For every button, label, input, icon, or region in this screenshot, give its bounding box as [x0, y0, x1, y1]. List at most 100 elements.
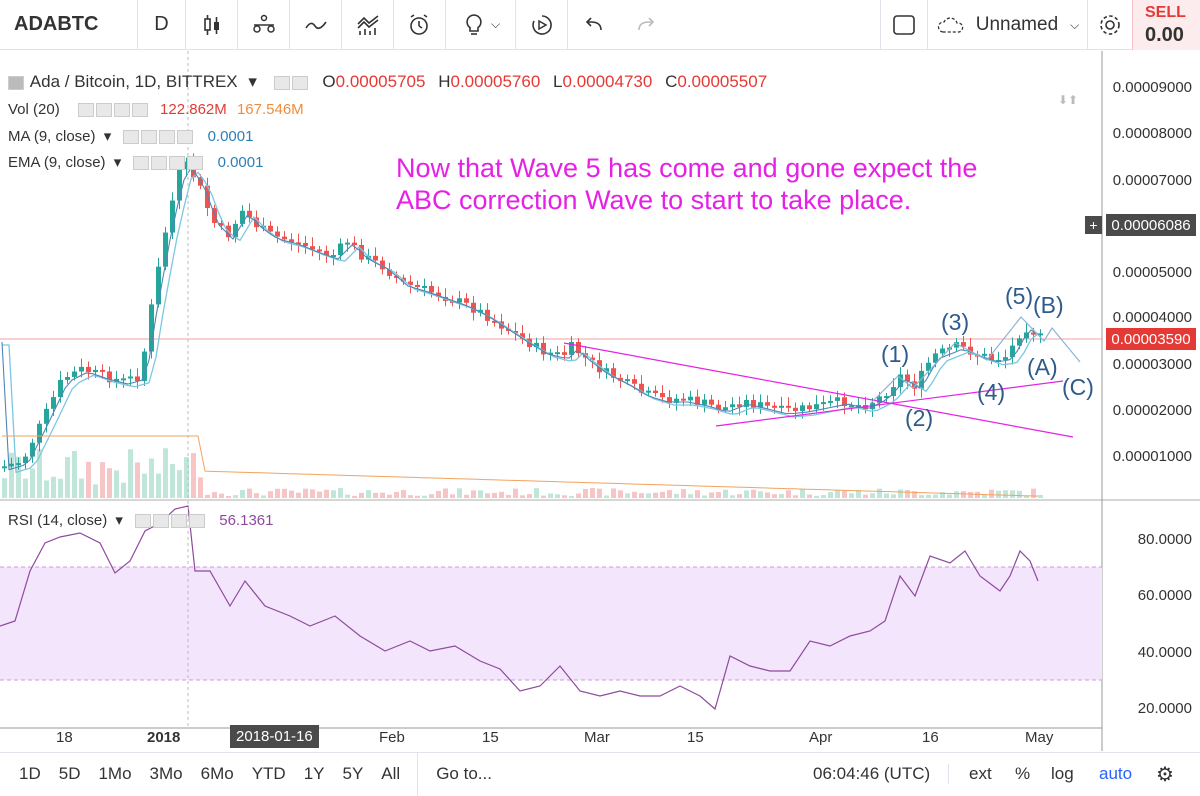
- eye-icon[interactable]: [273, 75, 290, 90]
- eye-icon[interactable]: [123, 130, 140, 145]
- replay-icon[interactable]: [516, 0, 568, 50]
- candle-body: [317, 249, 322, 252]
- chevron-down-icon[interactable]: ▾: [103, 128, 112, 145]
- wave-label-3[interactable]: (3): [941, 309, 970, 335]
- settings-gear-icon[interactable]: [1088, 0, 1132, 50]
- price-axis-label: 0.00009000: [1112, 79, 1192, 96]
- price-axis-label: 0.00003000: [1112, 356, 1192, 373]
- range-1y[interactable]: 1Y: [303, 764, 325, 783]
- range-all[interactable]: All: [381, 764, 401, 783]
- settings-gear-icon[interactable]: ⚙: [1156, 763, 1174, 786]
- volume-bar: [254, 493, 259, 498]
- close-icon[interactable]: [187, 156, 204, 171]
- close-icon[interactable]: [177, 130, 194, 145]
- wave-label-a[interactable]: (A): [1027, 354, 1058, 380]
- plus-icon[interactable]: [171, 514, 188, 529]
- chevron-down-icon[interactable]: ▾: [115, 512, 123, 529]
- ma-label[interactable]: MA (9, close): [8, 128, 96, 145]
- ema-label[interactable]: EMA (9, close): [8, 154, 106, 171]
- range-1mo[interactable]: 1Mo: [98, 764, 132, 783]
- close-icon[interactable]: [131, 103, 148, 118]
- range-5y[interactable]: 5Y: [342, 764, 364, 783]
- plus-icon[interactable]: [159, 130, 176, 145]
- wave-label-5[interactable]: (5): [1005, 283, 1034, 309]
- close-icon[interactable]: [189, 514, 206, 529]
- volume-bar: [821, 495, 826, 498]
- plus-icon[interactable]: [113, 103, 130, 118]
- chart-annotation[interactable]: Now that Wave 5 has come and gone expect…: [396, 153, 978, 215]
- compare-icon[interactable]: [238, 0, 290, 50]
- gear-icon[interactable]: [95, 103, 112, 118]
- candle-body: [275, 231, 280, 237]
- range-3mo[interactable]: 3Mo: [149, 764, 183, 783]
- plus-icon[interactable]: [169, 156, 186, 171]
- candle-body: [884, 396, 889, 399]
- layout-menu[interactable]: Unnamed ⌵: [928, 0, 1088, 50]
- alert-clock-icon[interactable]: [394, 0, 446, 50]
- auto-toggle[interactable]: auto: [1099, 764, 1133, 783]
- volume-label[interactable]: Vol (20): [8, 101, 60, 118]
- price-chart[interactable]: [0, 51, 1200, 751]
- rsi-label[interactable]: RSI (14, close): [8, 512, 108, 529]
- clock-time[interactable]: 06:04:46 (UTC): [813, 764, 950, 784]
- ideas-bulb-icon[interactable]: ⌵: [446, 0, 516, 50]
- rsi-axis-label: 60.0000: [1137, 587, 1192, 604]
- volume-bar: [842, 490, 847, 498]
- trendline-lower[interactable]: [715, 380, 1064, 427]
- undo-icon[interactable]: [568, 0, 620, 50]
- chevron-down-icon[interactable]: ▾: [113, 154, 122, 171]
- symbol-search[interactable]: ADABTC: [0, 0, 138, 50]
- wave-label-c[interactable]: (C): [1062, 374, 1094, 400]
- trendline-upper[interactable]: [563, 342, 1074, 438]
- pane-arrows-icon[interactable]: ⬇⬆: [1058, 93, 1079, 107]
- range-ytd[interactable]: YTD: [251, 764, 286, 783]
- volume-bar: [443, 488, 448, 498]
- wave-label-b[interactable]: (B): [1033, 292, 1064, 318]
- gear-icon[interactable]: [151, 156, 168, 171]
- sell-button[interactable]: SELL 0.00: [1132, 0, 1200, 50]
- volume-bar: [1038, 494, 1043, 498]
- volume-bar: [44, 480, 49, 498]
- candle-body: [926, 362, 931, 371]
- fullscreen-icon[interactable]: [880, 0, 928, 50]
- legend-chevron-icon[interactable]: ▾: [248, 72, 257, 91]
- candle-body: [121, 378, 126, 381]
- interval-select[interactable]: D: [138, 0, 186, 50]
- chart-area[interactable]: Ada / Bitcoin, 1D, BITTREX ▾ O0.00005705…: [0, 51, 1200, 751]
- add-plus-icon[interactable]: +: [1085, 216, 1102, 234]
- gear-icon[interactable]: [153, 514, 170, 529]
- eye-icon[interactable]: [133, 156, 150, 171]
- eye-icon[interactable]: [77, 103, 94, 118]
- wave-label-2[interactable]: (2): [905, 405, 934, 431]
- range-5d[interactable]: 5D: [58, 764, 81, 783]
- candle-body: [898, 374, 903, 388]
- eye-icon[interactable]: [135, 514, 152, 529]
- wave-label-1[interactable]: (1): [881, 341, 910, 367]
- volume-bar: [352, 495, 357, 498]
- ext-toggle[interactable]: ext: [969, 764, 992, 783]
- volume-bar: [296, 492, 301, 498]
- wave-label-4[interactable]: (4): [977, 379, 1006, 405]
- main-series-label[interactable]: Ada / Bitcoin, 1D, BITTREX: [29, 72, 238, 91]
- candles-icon[interactable]: [186, 0, 238, 50]
- elliott-wave-path[interactable]: [869, 316, 1081, 405]
- gear-icon[interactable]: [291, 75, 308, 90]
- volume-bar: [156, 473, 161, 498]
- ema-value: 0.0001: [217, 154, 264, 171]
- volume-bar: [149, 458, 154, 498]
- goto-button[interactable]: Go to...: [436, 764, 492, 783]
- range-1d[interactable]: 1D: [19, 764, 41, 783]
- indicators-icon[interactable]: [290, 0, 342, 50]
- top-toolbar: ADABTC D ⌵: [0, 0, 1200, 50]
- time-axis-label: 18: [56, 729, 73, 746]
- redo-icon[interactable]: [620, 0, 672, 50]
- range-6mo[interactable]: 6Mo: [200, 764, 234, 783]
- financials-icon[interactable]: [342, 0, 394, 50]
- time-axis-label: 2018: [147, 729, 181, 746]
- percent-toggle[interactable]: %: [1015, 764, 1031, 783]
- candle-body: [520, 333, 525, 339]
- log-toggle[interactable]: log: [1051, 764, 1074, 783]
- gear-icon[interactable]: [141, 130, 158, 145]
- volume-bar: [576, 493, 581, 498]
- volume-bar: [366, 490, 371, 498]
